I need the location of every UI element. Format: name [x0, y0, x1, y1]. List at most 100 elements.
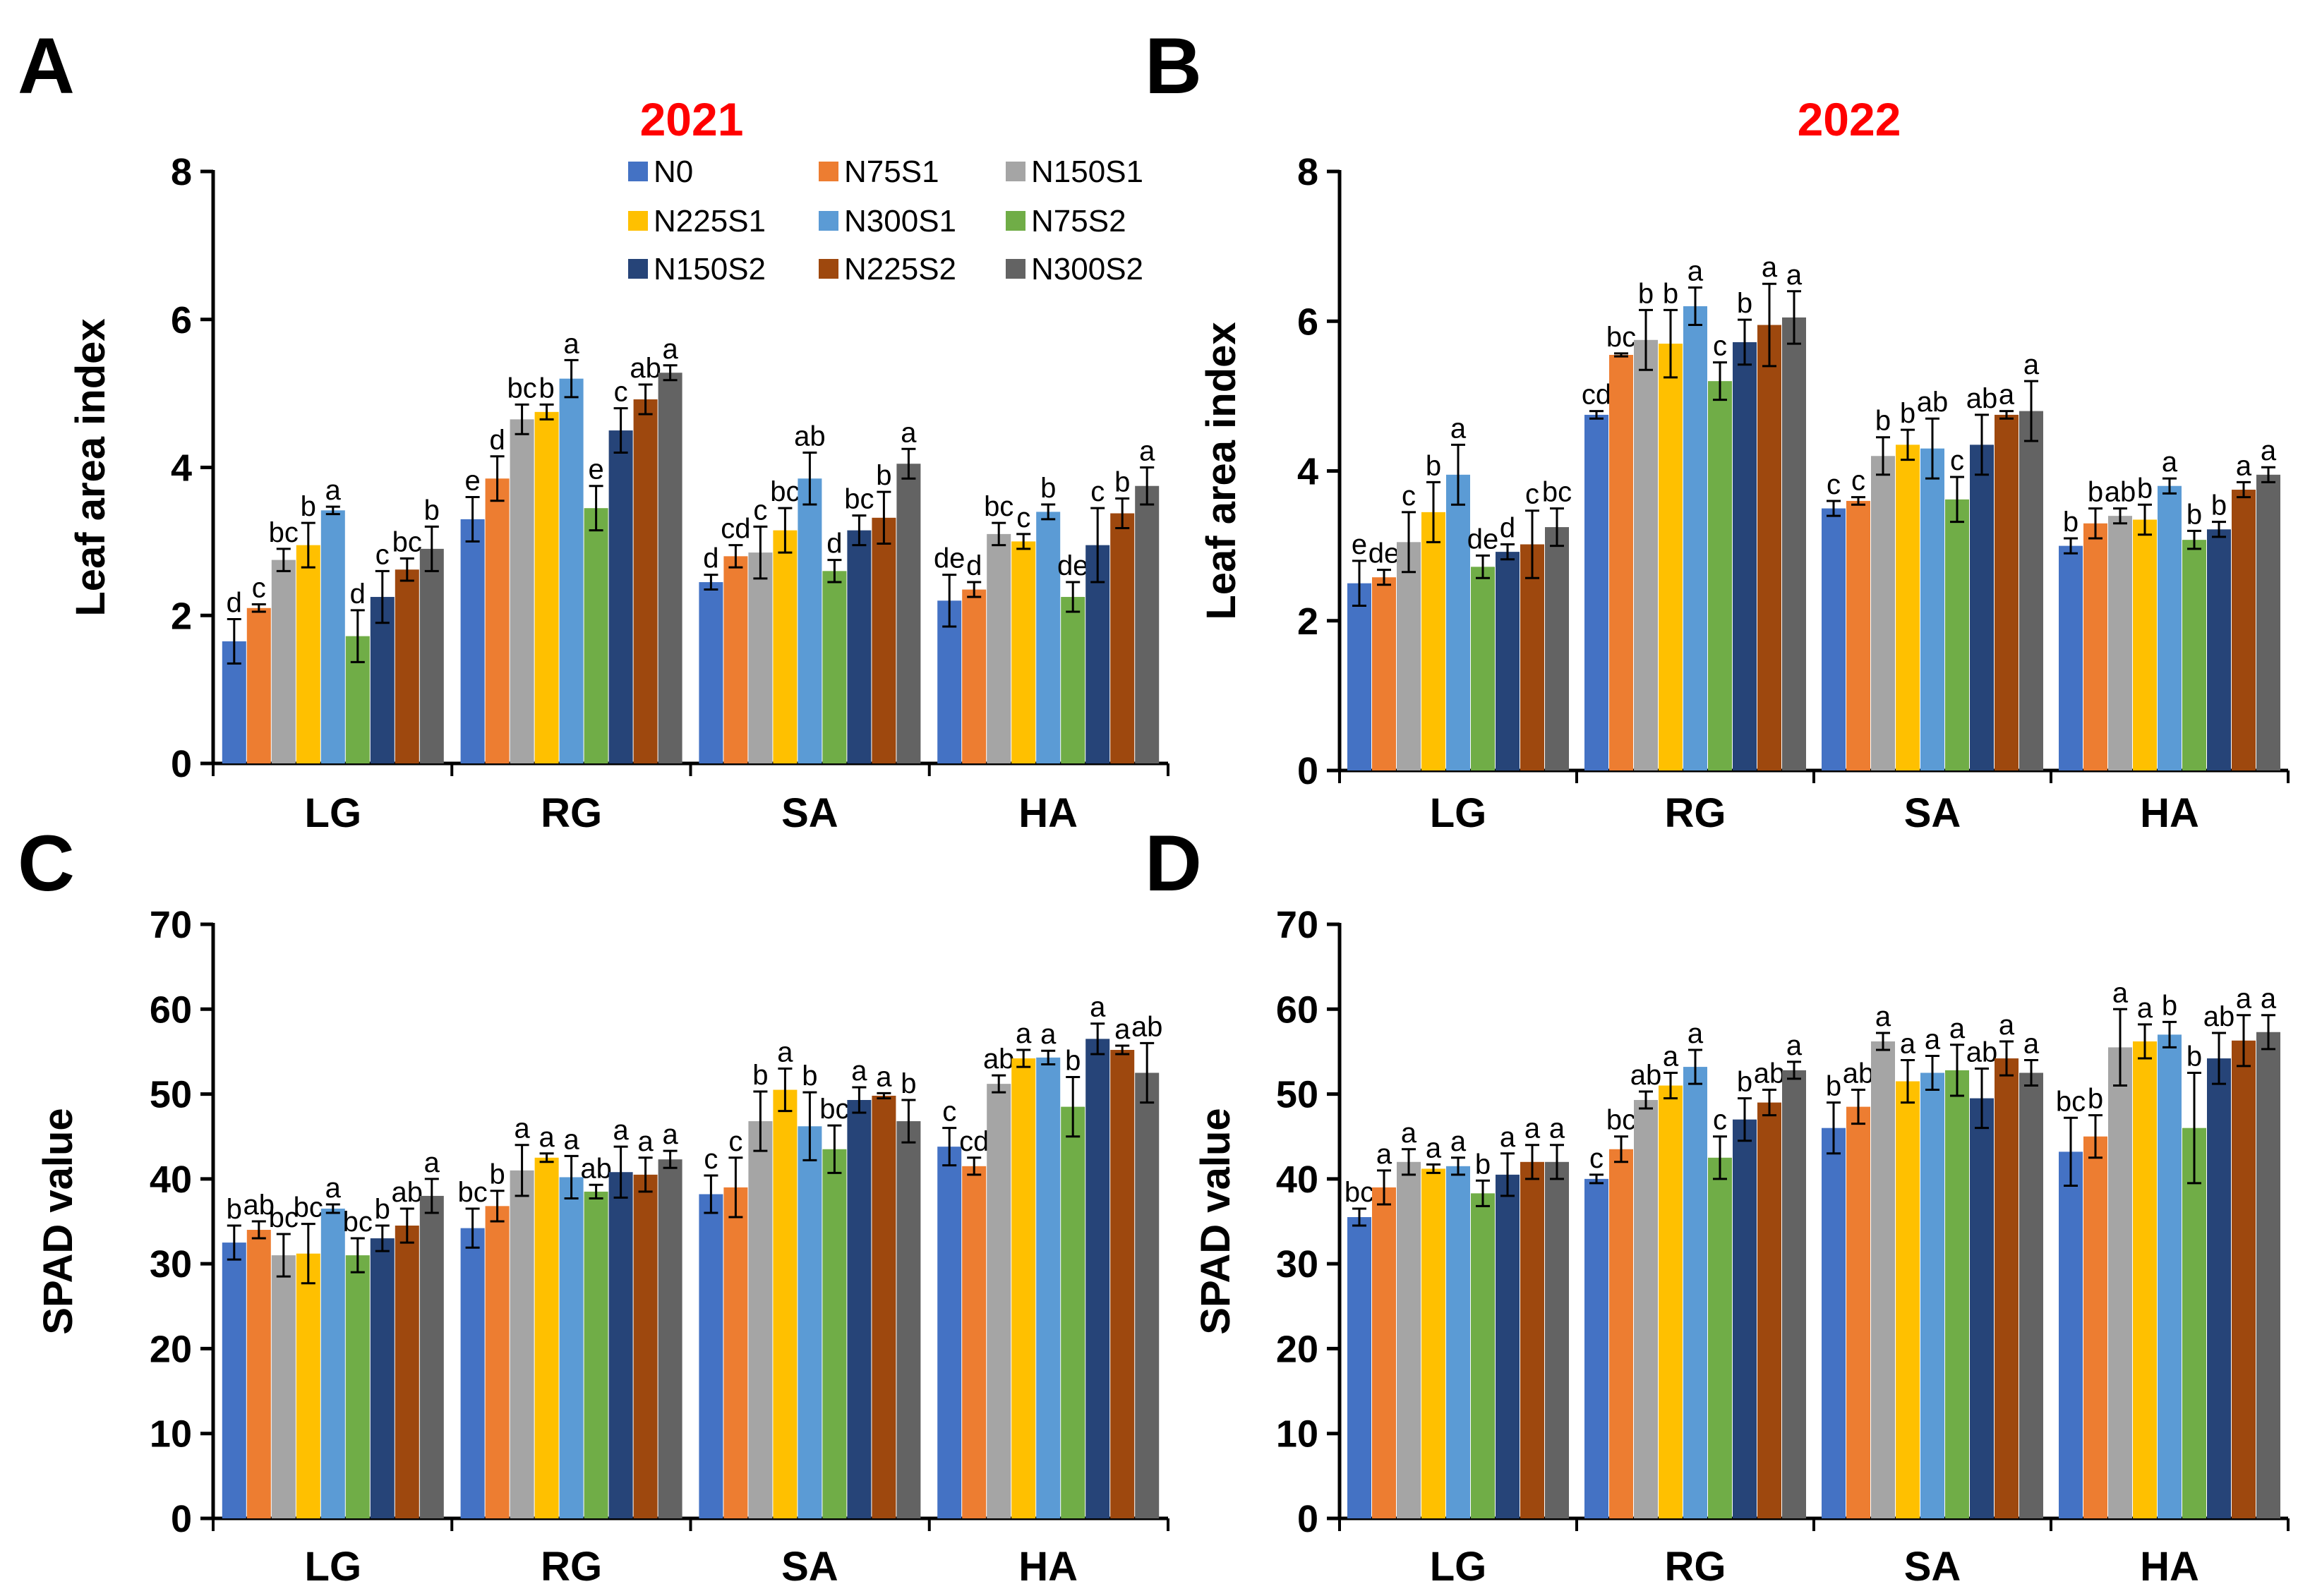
significance-letter: e — [1352, 529, 1367, 560]
x-tick-label-ha: HA — [1018, 790, 1078, 836]
significance-letter: de — [934, 543, 965, 574]
bar-n150s1-sa — [748, 552, 773, 763]
bar-n75s1-rg — [485, 1206, 510, 1518]
significance-letter: a — [1762, 252, 1778, 283]
legend-label-n225s1: N225S1 — [654, 204, 766, 238]
bar-n225s1-lg — [296, 545, 320, 763]
significance-letter: a — [1999, 1010, 2015, 1041]
significance-letter: c — [942, 1096, 956, 1128]
x-tick-label-ha: HA — [2140, 1544, 2199, 1590]
significance-letter: bc — [392, 526, 422, 557]
significance-letter: ab — [392, 1177, 423, 1208]
panel-label: B — [1145, 22, 1202, 110]
significance-letter: bc — [2056, 1086, 2086, 1117]
y-tick-label: 2 — [1297, 600, 1318, 643]
significance-letter: a — [1040, 1019, 1057, 1050]
bar-n150s1-rg — [510, 419, 534, 763]
significance-letter: b — [1638, 278, 1654, 309]
x-tick-label-sa: SA — [781, 790, 838, 836]
bar-n150s1-lg — [1397, 542, 1421, 770]
significance-letter: a — [514, 1113, 530, 1144]
bar-n300s1-ha — [2158, 485, 2182, 770]
bar-n75s2-ha — [2182, 1128, 2206, 1518]
significance-letter: bc — [507, 373, 536, 404]
bar-n225s1-ha — [2133, 1041, 2157, 1518]
bar-n75s1-sa — [723, 556, 748, 763]
x-tick-label-rg: RG — [541, 1544, 602, 1590]
bar-n150s2-sa — [847, 530, 872, 763]
y-tick-label: 70 — [1276, 904, 1318, 946]
y-tick-label: 0 — [1297, 750, 1318, 792]
bar-n300s2-rg — [1782, 317, 1806, 771]
bar-n75s2-rg — [1708, 1157, 1732, 1518]
bar-n150s1-sa — [748, 1121, 773, 1518]
bar-n75s1-sa — [1846, 500, 1870, 770]
significance-letter: ab — [1917, 387, 1949, 418]
chart-title: 2021 — [640, 93, 744, 145]
bar-n150s2-sa — [847, 1099, 872, 1518]
bar-n225s2-sa — [1995, 414, 2019, 770]
bar-n225s2-ha — [2232, 1040, 2256, 1518]
significance-letter: d — [703, 543, 718, 574]
significance-letter: a — [1500, 1122, 1516, 1153]
significance-letter: b — [1475, 1149, 1491, 1180]
significance-letter: b — [2186, 1041, 2202, 1072]
x-tick-label-sa: SA — [1904, 1544, 1961, 1590]
significance-letter: a — [2112, 977, 2129, 1008]
significance-letter: a — [1114, 1014, 1131, 1045]
x-tick-label-lg: LG — [1430, 790, 1487, 836]
significance-letter: e — [588, 454, 603, 485]
significance-letter: a — [2137, 993, 2153, 1024]
significance-letter: a — [1688, 1018, 1704, 1049]
bar-n75s2-lg — [1471, 567, 1495, 770]
bar-n300s2-lg — [419, 548, 444, 763]
y-tick-label: 30 — [1276, 1243, 1318, 1286]
bar-n300s2-ha — [2256, 474, 2280, 770]
significance-letter: ab — [983, 1044, 1015, 1075]
significance-letter: a — [2162, 447, 2178, 478]
significance-letter: a — [2236, 984, 2252, 1015]
bar-n0-ha — [937, 600, 962, 763]
bar-n75s2-rg — [584, 508, 608, 763]
bar-n225s2-ha — [1110, 513, 1135, 763]
significance-letter: b — [424, 495, 440, 526]
significance-letter: b — [2088, 1084, 2103, 1115]
bar-n225s2-lg — [1520, 544, 1544, 770]
significance-letter: c — [704, 1144, 718, 1175]
y-tick-label: 0 — [171, 743, 192, 785]
y-tick-label: 20 — [150, 1328, 192, 1370]
significance-letter: a — [613, 1115, 629, 1146]
significance-letter: b — [802, 1060, 817, 1092]
significance-letter: a — [901, 417, 917, 448]
significance-letter: c — [1713, 331, 1727, 362]
y-axis-label: SPAD value — [1193, 1108, 1239, 1334]
bar-n225s1-rg — [534, 411, 559, 763]
significance-letter: cd — [1582, 380, 1611, 411]
bar-n0-sa — [1822, 508, 1846, 770]
bar-n300s2-sa — [2019, 1072, 2043, 1518]
legend-label-n300s2: N300S2 — [1031, 252, 1143, 286]
significance-letter: d — [966, 550, 982, 581]
bar-n225s2-sa — [872, 517, 896, 763]
bar-n225s1-lg — [1421, 512, 1445, 770]
significance-letter: ab — [2203, 1001, 2235, 1032]
bar-n75s2-rg — [1708, 381, 1732, 770]
legend-swatch-n300s2 — [1006, 259, 1025, 279]
significance-letter: ab — [580, 1153, 612, 1184]
bar-n75s1-rg — [485, 478, 510, 763]
bar-n300s2-sa — [2019, 411, 2043, 770]
significance-letter: ab — [1843, 1058, 1875, 1089]
x-tick-label-sa: SA — [1904, 790, 1961, 836]
bar-n75s1-rg — [1609, 1149, 1633, 1518]
bar-n225s2-sa — [872, 1095, 896, 1518]
legend-label-n300s1: N300S1 — [844, 204, 956, 238]
significance-letter: b — [1065, 1046, 1081, 1077]
bar-n0-ha — [2059, 545, 2083, 770]
significance-letter: a — [325, 1173, 342, 1204]
x-tick-label-rg: RG — [1665, 790, 1726, 836]
significance-letter: b — [1426, 450, 1441, 481]
y-tick-label: 6 — [171, 299, 192, 341]
bar-n300s1-rg — [1683, 306, 1707, 770]
bar-n225s2-lg — [395, 1226, 419, 1518]
